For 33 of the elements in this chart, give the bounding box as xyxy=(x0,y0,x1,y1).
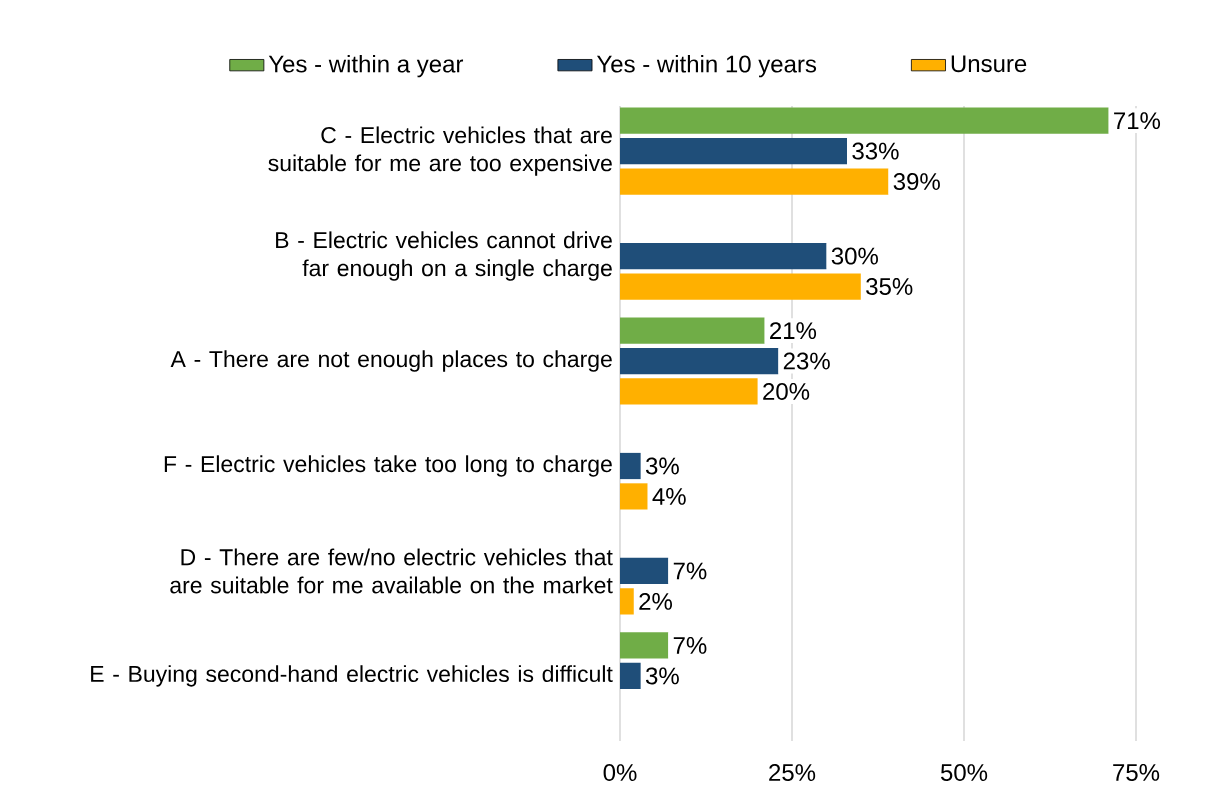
x-tick-label: 0% xyxy=(603,764,637,782)
data-label: 35% xyxy=(866,278,913,295)
y-tick-label: C - Electric vehicles that are suitable for me are too expensive xyxy=(268,126,612,176)
bar xyxy=(620,483,648,510)
x-tick-label: 50% xyxy=(940,764,988,782)
bar xyxy=(620,378,758,405)
legend-label: Yes - within 10 years xyxy=(596,54,817,78)
data-label: 23% xyxy=(783,352,830,370)
data-label: 7% xyxy=(673,637,707,654)
legend-label: Yes - within a year xyxy=(268,54,464,78)
data-label: 20% xyxy=(763,382,810,400)
data-label: 4% xyxy=(652,488,686,505)
data-label: 71% xyxy=(1114,112,1161,130)
bar xyxy=(620,168,889,195)
x-tick-label: 25% xyxy=(769,764,816,782)
legend-label: Unsure xyxy=(951,55,1027,73)
bar xyxy=(620,242,827,270)
data-label: 21% xyxy=(770,322,817,340)
data-label: 30% xyxy=(831,247,878,265)
data-label: 39% xyxy=(893,173,940,191)
y-tick-label: F - Electric vehicles take too long to charge xyxy=(164,455,612,477)
y-tick-label: B - Electric vehicles cannot drive far enough on a single charge xyxy=(276,231,612,281)
y-tick-label: D - There are few/no electric vehicles that are suitable for me available on the market xyxy=(170,548,613,594)
y-tick-label: A - There are not enough places to charge xyxy=(170,350,612,372)
data-label: 33% xyxy=(852,142,899,160)
data-label: 7% xyxy=(673,562,707,580)
y-tick-label: E - Buying second-hand electric vehicles is difficult xyxy=(91,665,613,687)
bar xyxy=(620,557,669,585)
data-label: 2% xyxy=(639,592,672,610)
x-tick-label: 75% xyxy=(1113,764,1160,781)
bar xyxy=(620,632,669,659)
data-label: 3% xyxy=(645,457,679,475)
data-label: 3% xyxy=(645,667,679,685)
